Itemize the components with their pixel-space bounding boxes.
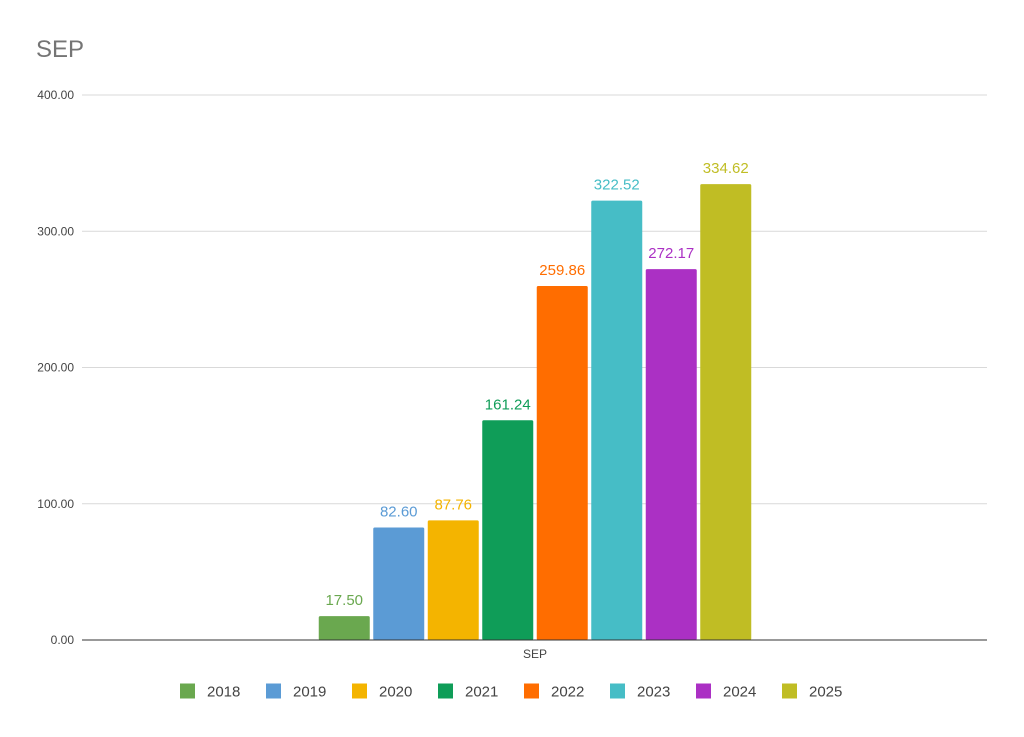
- y-axis-ticks: 0.00 100.00 200.00 300.00 400.00: [37, 88, 74, 647]
- data-label-2023: 322.52: [594, 177, 640, 194]
- y-tick-label: 0.00: [51, 633, 75, 647]
- legend-label: 2018: [207, 684, 240, 701]
- legend-swatch: [696, 683, 711, 699]
- legend-item-2024: 2024: [696, 683, 756, 701]
- legend-item-2022: 2022: [524, 683, 584, 701]
- legend-label: 2025: [809, 684, 842, 701]
- legend-swatch: [180, 683, 195, 699]
- bar-2024: [645, 269, 697, 640]
- legend-item-2018: 2018: [180, 683, 240, 701]
- bar-2019: [373, 527, 425, 640]
- legend: 2018 2019 2020 2021 2022 2023 2024 2025: [180, 683, 842, 701]
- legend-label: 2021: [465, 684, 498, 701]
- bar-2018: [318, 616, 370, 640]
- bars: [318, 184, 752, 640]
- legend-item-2025: 2025: [782, 683, 842, 701]
- data-label-2020: 87.76: [434, 496, 472, 513]
- data-label-2022: 259.86: [539, 262, 585, 279]
- data-label-2018: 17.50: [325, 592, 363, 609]
- y-tick-label: 100.00: [37, 497, 74, 511]
- legend-item-2019: 2019: [266, 683, 326, 701]
- y-tick-label: 400.00: [37, 88, 74, 102]
- legend-label: 2020: [379, 684, 412, 701]
- chart-title: SEP: [36, 36, 84, 63]
- bar-2021: [482, 420, 534, 640]
- y-tick-label: 200.00: [37, 361, 74, 375]
- legend-swatch: [524, 683, 539, 699]
- legend-swatch: [438, 683, 453, 699]
- gridlines: [82, 94, 987, 505]
- data-label-2025: 334.62: [703, 160, 749, 177]
- legend-label: 2022: [551, 684, 584, 701]
- y-tick-label: 300.00: [37, 224, 74, 238]
- legend-label: 2019: [293, 684, 326, 701]
- legend-label: 2024: [723, 684, 756, 701]
- x-category-label: SEP: [523, 647, 547, 661]
- legend-swatch: [610, 683, 625, 699]
- data-label-2024: 272.17: [648, 245, 694, 262]
- legend-swatch: [352, 683, 367, 699]
- legend-swatch: [782, 683, 797, 699]
- bar-2022: [536, 285, 588, 640]
- bar-2025: [700, 184, 752, 640]
- legend-item-2021: 2021: [438, 683, 498, 701]
- legend-item-2023: 2023: [610, 683, 670, 701]
- bar-2023: [591, 200, 643, 640]
- legend-label: 2023: [637, 684, 670, 701]
- data-label-2019: 82.60: [380, 503, 418, 520]
- data-labels: 17.50 82.60 87.76 161.24 259.86 322.52 272.17 3…: [325, 160, 748, 609]
- legend-swatch: [266, 683, 281, 699]
- data-label-2021: 161.24: [485, 396, 531, 413]
- legend-item-2020: 2020: [352, 683, 412, 701]
- bar-2020: [427, 520, 479, 640]
